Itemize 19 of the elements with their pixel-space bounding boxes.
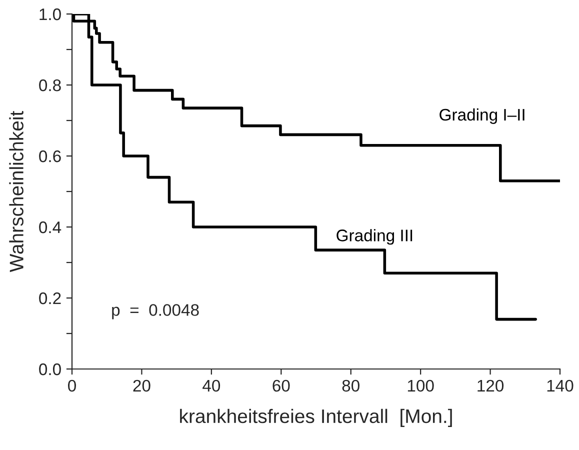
y-tick-label: 1.0 (40, 8, 61, 20)
x-tick-label: 100 (408, 380, 434, 392)
x-tick-label: 140 (547, 380, 574, 392)
x-tick-label: 0 (68, 380, 76, 392)
x-tick-label: 60 (272, 380, 290, 392)
y-tick-label: 0.0 (39, 363, 61, 376)
y-tick-label: 0.6 (39, 150, 61, 162)
x-tick-label: 80 (342, 380, 360, 392)
x-tick-label: 120 (478, 380, 504, 392)
annotation: p = 0.0048 (112, 304, 199, 320)
series-label: Grading I–II (440, 108, 524, 124)
y-tick-label: 0.8 (39, 79, 61, 92)
x-tick-label: 40 (202, 380, 220, 392)
series-label: Grading III (336, 229, 412, 245)
y-axis-title: Wahrscheinlichkeit (9, 110, 24, 272)
y-tick-label: 0.4 (39, 221, 62, 234)
x-tick-label: 20 (133, 380, 150, 392)
x-axis-title: krankheitsfreies Intervall [Mon.] (180, 408, 452, 427)
y-tick-label: 0.2 (39, 292, 61, 304)
